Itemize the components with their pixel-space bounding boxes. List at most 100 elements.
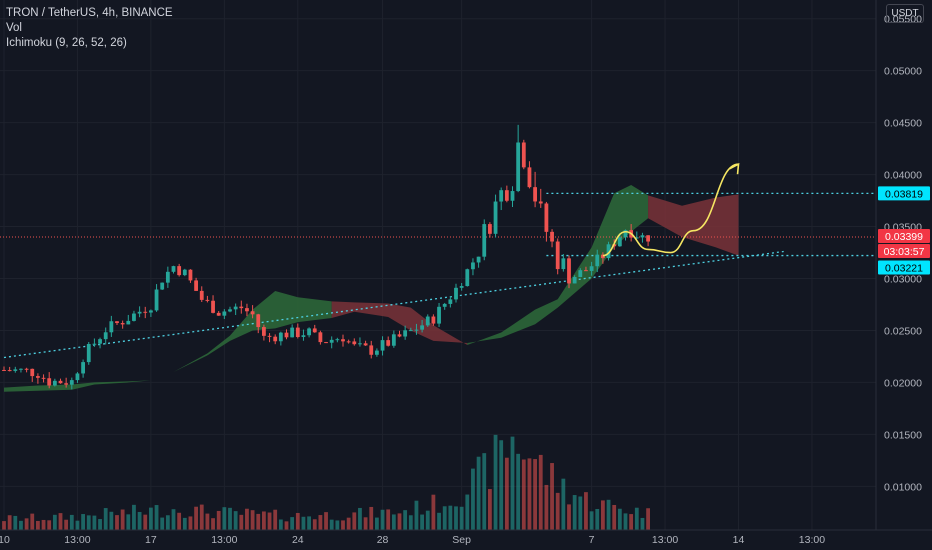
volume-bar [81, 514, 85, 530]
price-axis[interactable]: 0.055000.050000.045000.040000.035000.030… [875, 0, 922, 530]
candle-body [154, 289, 159, 311]
candle-body [454, 287, 458, 300]
volume-bar [132, 504, 136, 530]
volume-bar [408, 515, 413, 530]
candle-body [103, 332, 108, 340]
volume-bar [369, 506, 374, 530]
candle-body [386, 340, 391, 346]
candle-body [245, 308, 249, 312]
candle-body [194, 280, 198, 291]
candle-body [52, 380, 57, 386]
candle-body [516, 142, 521, 192]
candlesticks[interactable] [2, 124, 650, 390]
volume-bar [324, 512, 328, 530]
candle-body [329, 339, 334, 343]
candle-body [442, 303, 447, 307]
volume-bar [499, 440, 504, 530]
volume-bar [375, 517, 379, 530]
volume-bar [335, 520, 340, 530]
volume-bar [634, 507, 639, 530]
candle-body [437, 306, 441, 324]
time-axis[interactable]: 10 13:00 17 13:00 24 28 Sep 7 13:00 14 13:00 [0, 529, 932, 546]
candle-body [408, 330, 413, 332]
symbol-title[interactable]: TRON / TetherUS, 4h, BINANCE [6, 7, 173, 19]
currency-button[interactable]: USDT [886, 4, 924, 23]
candle-body [533, 187, 537, 202]
volume-bar [646, 508, 650, 530]
volume-bar [109, 511, 114, 530]
candle-body [19, 368, 23, 370]
candle-body [92, 343, 97, 345]
volume-bar [403, 510, 408, 530]
indicator-ichimoku[interactable]: Ichimoku (9, 26, 52, 26) [6, 37, 127, 49]
candle-body [143, 311, 148, 313]
candle-body [228, 309, 232, 312]
volume-bar [538, 454, 543, 530]
cloud-bear [648, 194, 739, 256]
candle-body [205, 299, 210, 301]
volume-bar [578, 496, 583, 530]
volume-bar [414, 500, 419, 530]
candle-body [640, 235, 645, 238]
volume-bar [431, 494, 436, 530]
volume-bar [448, 505, 453, 530]
candle-body [278, 332, 283, 342]
candle-body [403, 330, 408, 337]
candle-body [188, 269, 193, 281]
volume-bar [205, 513, 210, 530]
candle-body [346, 341, 351, 343]
price-tick-label: 0.02500 [884, 325, 922, 337]
price-tick-label: 0.01500 [884, 429, 922, 441]
candle-body [233, 306, 238, 310]
candle-body [149, 310, 153, 313]
candle-body [425, 316, 430, 326]
candle-body [459, 286, 464, 288]
volume-bar [120, 509, 125, 530]
volume-bar [267, 512, 272, 530]
volume-bar [92, 515, 97, 530]
volume-bar [589, 511, 594, 530]
time-tick-label: 10 [0, 534, 10, 546]
time-tick-label: 13:00 [211, 534, 237, 546]
candle-body [606, 244, 611, 259]
time-tick-label: 7 [589, 534, 595, 546]
volume-bar [555, 492, 560, 530]
candle-body [177, 266, 182, 276]
projection-drawing[interactable] [602, 162, 740, 257]
volume-bar [295, 512, 300, 530]
candle-body [646, 235, 650, 242]
price-tick-label: 0.02000 [884, 377, 922, 389]
candle-body [137, 311, 142, 314]
volume-bar [284, 521, 289, 530]
candle-body [262, 327, 266, 336]
volume-bar [301, 516, 306, 530]
candle-body [222, 311, 227, 316]
candle-body [75, 373, 80, 381]
volume-bar [544, 484, 549, 530]
volume-bar [216, 510, 221, 530]
volume-bar [154, 505, 159, 530]
candle-body [521, 142, 526, 168]
candle-body [160, 282, 165, 290]
price-label-text: 03:03:57 [884, 246, 925, 258]
time-tick-label: 14 [733, 534, 745, 546]
candle-body [471, 262, 475, 270]
candle-body [499, 190, 504, 202]
candle-body [617, 237, 622, 247]
projection-curve [602, 163, 739, 257]
candle-body [250, 311, 255, 315]
volume-bar [572, 495, 577, 530]
volume-bars [2, 434, 650, 530]
candle-body [182, 269, 187, 276]
candle-body [391, 334, 396, 346]
volume-bar [527, 458, 532, 530]
volume-bar [137, 511, 142, 530]
candle-body [567, 258, 571, 284]
volume-bar [64, 519, 69, 530]
candle-body [431, 316, 436, 324]
time-tick-label: 13:00 [64, 534, 90, 546]
indicator-vol[interactable]: Vol [6, 22, 22, 34]
cloud-bull [467, 184, 649, 346]
candle-body [589, 266, 594, 271]
